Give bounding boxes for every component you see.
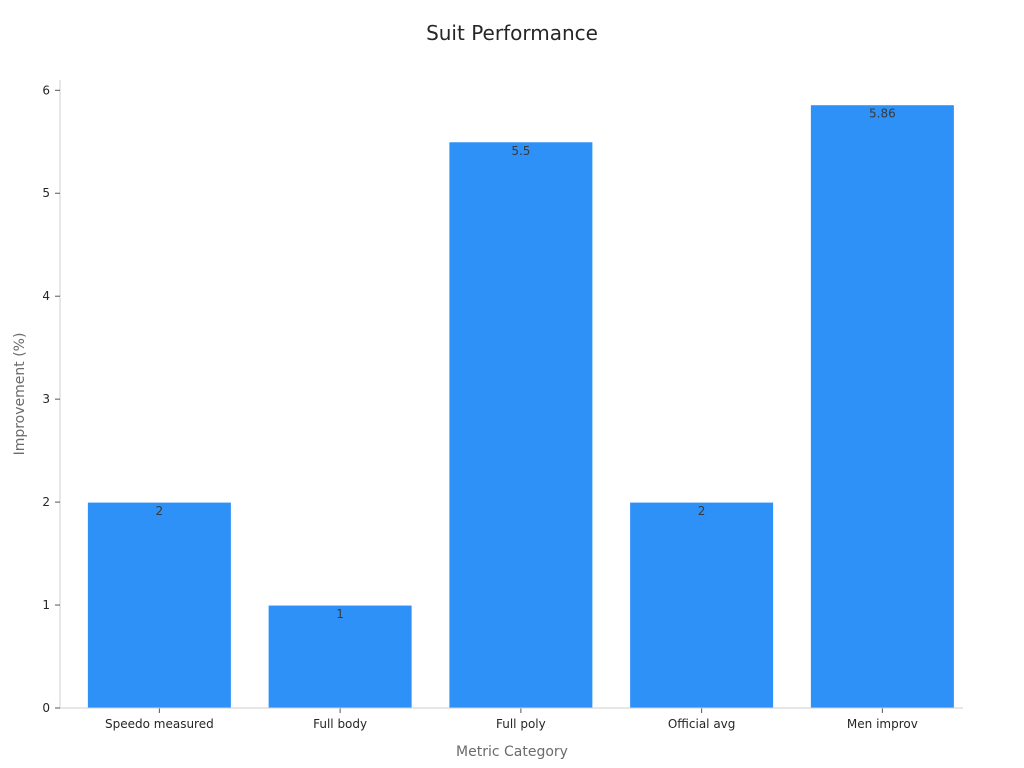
x-tick-label-1: Full body [313,717,367,731]
data-label-2: 5.5 [511,144,530,158]
y-tick-label-3: 3 [42,392,50,406]
data-labels-layer: 2 1 5.5 2 5.86 [156,107,896,621]
data-label-1: 1 [336,607,344,621]
chart-title: Suit Performance [426,21,598,45]
y-axis-label: Improvement (%) [12,333,28,456]
bars-layer [86,104,955,709]
x-axis-label: Metric Category [456,744,568,760]
y-tick-label-2: 2 [42,495,50,509]
x-tick-label-4: Men improv [847,717,918,731]
data-label-0: 2 [156,504,164,518]
y-tick-label-1: 1 [42,598,50,612]
x-tick-label-2: Full poly [496,717,546,731]
data-label-4: 5.86 [869,107,896,121]
x-tick-label-3: Official avg [668,717,736,731]
bar-3 [629,501,775,709]
x-axis: Speedo measured Full body Full poly Officia… [60,707,963,731]
bar-1 [267,604,413,709]
y-tick-label-5: 5 [42,186,50,200]
y-tick-label-6: 6 [42,83,50,97]
y-tick-label-0: 0 [42,701,50,715]
bar-0 [86,501,232,709]
bar-4 [809,104,955,709]
bar-2 [448,141,594,709]
y-axis: 0 1 2 3 4 5 6 [42,80,61,715]
y-tick-label-4: 4 [42,289,50,303]
x-tick-label-0: Speedo measured [105,717,214,731]
data-label-3: 2 [698,504,706,518]
